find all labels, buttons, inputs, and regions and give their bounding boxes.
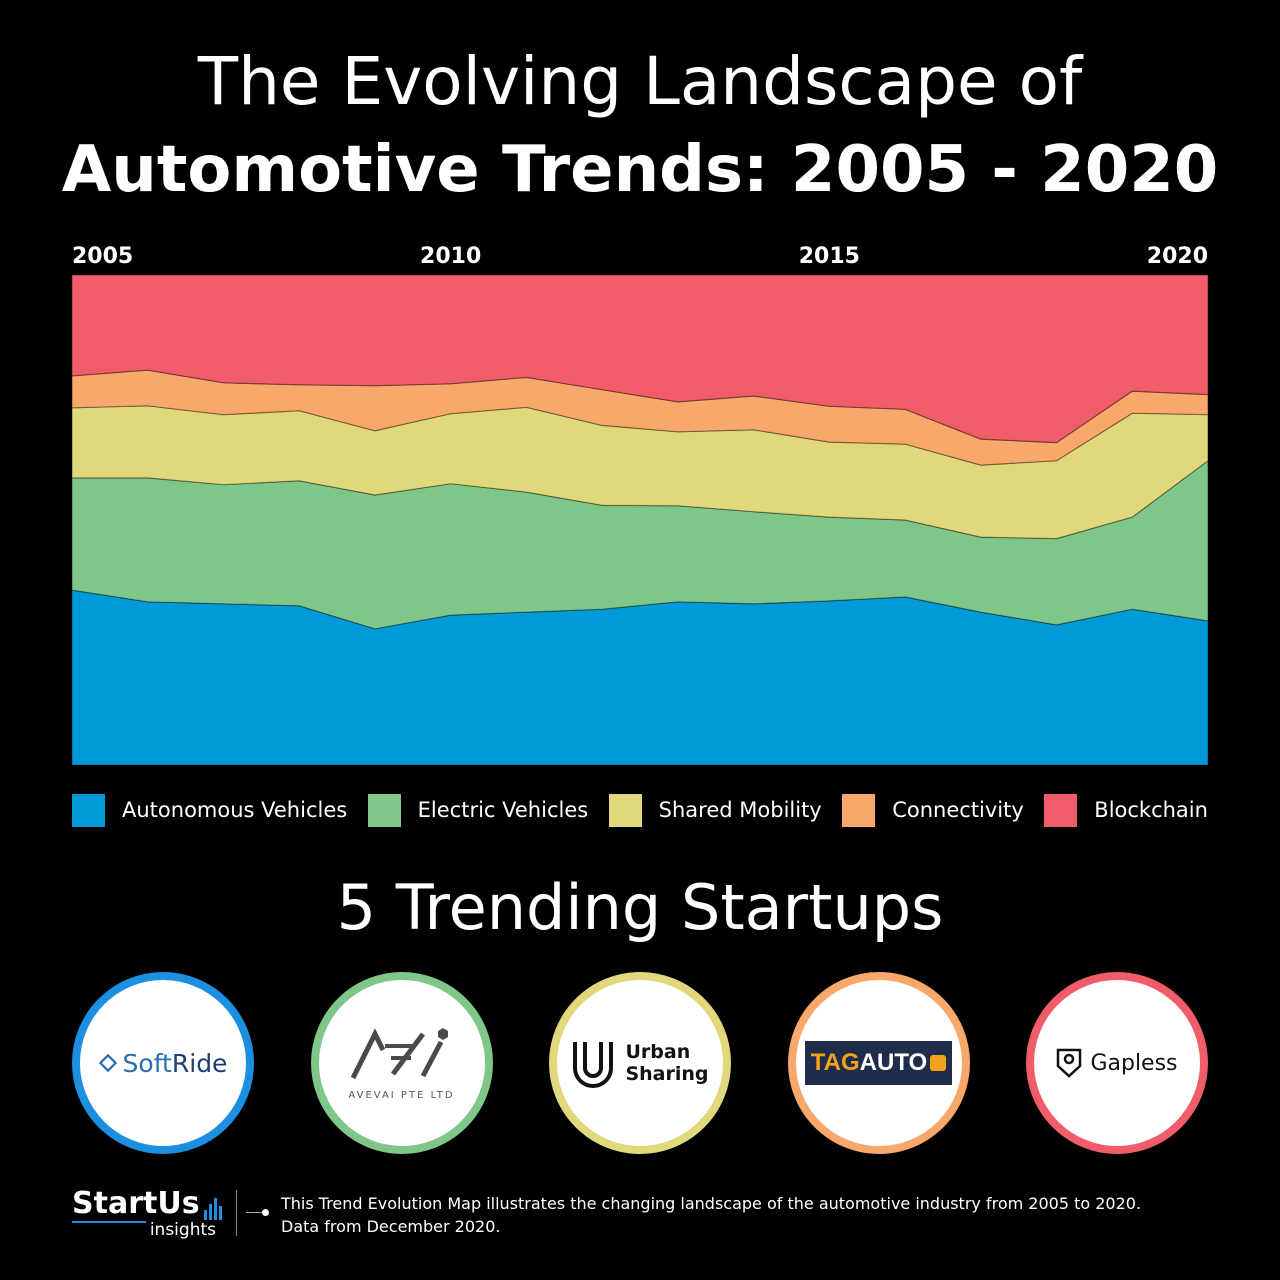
footer-connector-dot [262,1209,269,1216]
legend-label: Connectivity [892,798,1024,822]
footer-line-1: This Trend Evolution Map illustrates the… [281,1194,1142,1213]
x-tick-label: 2020 [1147,244,1208,269]
footer-connector [246,1212,264,1213]
legend-item-connectivity: Connectivity [842,793,1024,827]
urban-sharing-line-1: Urban [625,1041,691,1063]
legend-item-blockchain: Blockchain [1044,793,1208,827]
area-series-blockchain [71,274,1209,444]
legend-item-shared-mobility: Shared Mobility [608,793,822,827]
footer-description: This Trend Evolution Map illustrates the… [281,1192,1241,1238]
x-tick-label: 2015 [799,244,860,269]
chart-title-line-1: The Evolving Landscape of [197,43,1083,120]
legend-item-autonomous-vehicles: Autonomous Vehicles [72,793,348,827]
legend-swatch [842,793,876,827]
brand-underline [72,1221,146,1223]
urban-sharing-logo: Urban Sharing [571,1038,709,1088]
startup-avevai[interactable]: AVEVAI PTE LTD [310,972,493,1154]
startup-gapless[interactable]: Gapless [1026,972,1208,1154]
startus-insights-logo: StartUs insights [72,1188,222,1240]
area-series-connectivity [71,369,1209,466]
section-title: 5 Trending Startups [336,871,944,944]
softride-name-b: Ride [171,1048,228,1078]
legend-label: Blockchain [1094,798,1208,822]
startup-urban-sharing[interactable]: Urban Sharing [549,972,731,1154]
urban-sharing-u-icon [573,1042,614,1088]
avevai-logo: AVEVAI PTE LTD [348,1026,454,1101]
brand-bars-icon [203,1196,224,1220]
legend-label: Autonomous Vehicles [122,798,348,822]
legend-swatch [367,793,401,827]
area-series-electric-vehicles [71,459,1209,630]
legend-item-electric-vehicles: Electric Vehicles [367,793,589,827]
gapless-name: Gapless [1090,1050,1178,1076]
urban-sharing-line-2: Sharing [625,1063,709,1085]
softride-name-a: Soft [122,1048,172,1078]
x-tick-label: 2005 [72,244,133,269]
x-tick-label: 2010 [420,244,481,269]
brand-sub: insights [149,1220,216,1240]
startup-tagauto[interactable]: TAG AUTO [787,972,970,1154]
tagauto-logo: TAG AUTO [804,1041,953,1085]
gapless-shield-icon [1057,1048,1082,1078]
legend-swatch [1044,793,1078,827]
startup-list: Soft Ride AVEVAI PTE LTD Urban Sharing [72,972,1208,1154]
tagauto-name-a: TAG [810,1049,860,1076]
tagauto-square-icon [930,1055,947,1071]
chart-legend: Autonomous Vehicles Electric Vehicles Sh… [72,792,1208,828]
footer-divider [236,1190,237,1236]
legend-label: Electric Vehicles [417,798,589,822]
legend-swatch [608,793,642,827]
chart-title-line-2: Automotive Trends: 2005 - 2020 [61,133,1219,207]
avevai-mark-icon [351,1027,449,1079]
stacked-area-chart: 2005 2010 2015 2020 [71,244,1209,766]
softride-logo: Soft Ride [98,1048,228,1078]
gapless-logo: Gapless [1056,1048,1178,1078]
avevai-name: AVEVAI PTE LTD [348,1089,455,1101]
brand-name: StartUs [72,1186,200,1221]
startup-softride[interactable]: Soft Ride [72,972,254,1154]
footer-line-2: Data from December 2020. [281,1217,501,1236]
softride-diamond-icon [98,1054,117,1072]
tagauto-name-b: AUTO [859,1049,928,1076]
legend-swatch [72,793,105,827]
legend-label: Shared Mobility [658,798,822,822]
